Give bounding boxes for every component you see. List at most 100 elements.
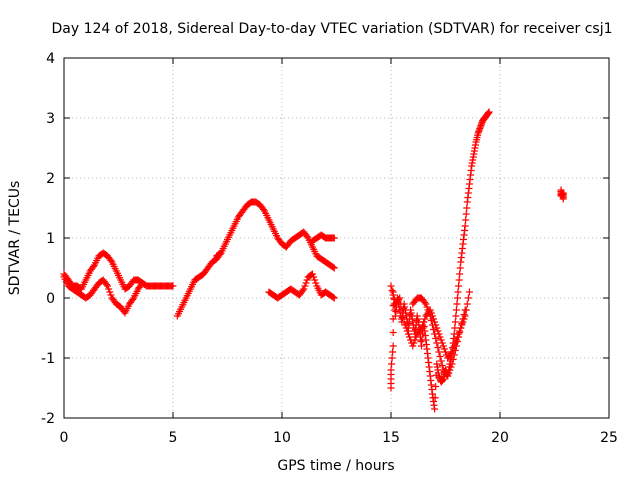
data-point — [451, 347, 459, 354]
data-point — [389, 329, 397, 336]
data-point — [452, 306, 460, 314]
y-tick-label: -2 — [41, 411, 55, 427]
data-point — [421, 299, 429, 306]
data-point — [418, 324, 426, 332]
data-point — [303, 276, 311, 284]
data-point — [442, 348, 449, 356]
data-point — [419, 321, 427, 329]
data-point — [406, 333, 414, 341]
data-point — [461, 222, 469, 230]
data-point — [103, 281, 111, 288]
data-point — [445, 369, 453, 377]
data-point — [455, 282, 463, 290]
data-point — [397, 300, 405, 308]
data-point — [310, 273, 318, 281]
data-point — [427, 317, 435, 324]
data-point — [301, 282, 309, 290]
series-arc-6 — [265, 270, 338, 302]
tick-labels: 0 5 10 15 20 25 -2 -1 0 1 2 3 4 — [41, 51, 618, 446]
data-point — [389, 348, 397, 356]
data-point — [448, 360, 456, 368]
data-point — [440, 345, 448, 353]
data-point — [434, 327, 442, 335]
data-point — [387, 282, 395, 290]
data-point — [299, 287, 307, 294]
data-point — [462, 216, 470, 224]
data-point — [388, 287, 396, 294]
data-point — [401, 321, 409, 329]
data-point — [423, 303, 431, 311]
data-point — [452, 342, 460, 350]
series-arc-5 — [309, 231, 338, 245]
data-point — [454, 288, 462, 296]
data-point — [464, 294, 472, 302]
data-point — [410, 339, 418, 347]
data-point — [449, 356, 457, 363]
series-arc-1 — [60, 249, 177, 293]
data-point — [329, 263, 337, 271]
data-point — [456, 329, 464, 336]
series-arc-7 — [387, 108, 493, 413]
data-point — [462, 306, 470, 314]
x-tick-label: 20 — [491, 430, 509, 446]
x-tick-label: 15 — [382, 430, 400, 446]
data-point — [462, 210, 470, 218]
data-point — [463, 204, 471, 212]
data-point — [424, 306, 432, 314]
series-arc-3 — [173, 249, 225, 320]
data-point — [106, 288, 114, 296]
data-point — [433, 339, 441, 347]
data-point — [431, 394, 439, 402]
data-point — [432, 383, 440, 390]
data-point — [434, 344, 442, 351]
data-point — [447, 350, 455, 357]
data-point — [433, 324, 441, 332]
data-point — [455, 333, 463, 341]
data-point — [463, 300, 471, 308]
data-point — [398, 306, 406, 314]
data-point — [436, 353, 444, 360]
data-point — [396, 294, 404, 302]
data-point — [430, 326, 438, 333]
data-point — [457, 324, 465, 332]
x-tick-label: 5 — [169, 430, 178, 446]
data-point — [169, 282, 177, 290]
data-point — [400, 318, 408, 326]
data-point — [387, 366, 395, 374]
data-point — [426, 312, 434, 320]
series-arc-10 — [557, 186, 567, 203]
data-point — [436, 333, 444, 341]
x-tick-label: 10 — [273, 430, 291, 446]
data-point — [309, 270, 317, 278]
data-point — [312, 279, 320, 287]
y-tick-label: 3 — [46, 111, 55, 127]
data-point — [105, 285, 113, 293]
data-point — [303, 233, 311, 240]
data-point — [439, 342, 447, 350]
x-tick-label: 0 — [60, 430, 69, 446]
data-point — [428, 321, 436, 329]
data-point — [459, 318, 467, 326]
chart-title: Day 124 of 2018, Sidereal Day-to-day VTE… — [51, 21, 612, 37]
data-point — [425, 309, 433, 317]
data-point — [259, 206, 267, 213]
data-point — [104, 282, 112, 290]
series-arc-9 — [409, 288, 473, 380]
data-point — [329, 293, 337, 301]
data-point — [431, 330, 439, 338]
data-point — [453, 300, 461, 308]
data-point — [447, 363, 455, 371]
data-point — [465, 288, 473, 296]
data-point — [444, 372, 452, 380]
data-point — [107, 291, 115, 299]
data-point — [437, 357, 445, 365]
data-point — [446, 366, 454, 374]
y-tick-label: -1 — [41, 351, 55, 367]
data-point — [438, 362, 446, 369]
data-point — [418, 342, 426, 350]
data-point — [402, 324, 410, 332]
x-tick-label: 25 — [600, 430, 618, 446]
data-point — [435, 348, 443, 356]
y-tick-label: 4 — [46, 51, 55, 67]
y-axis-label: SDTVAR / TECUs — [7, 181, 23, 296]
